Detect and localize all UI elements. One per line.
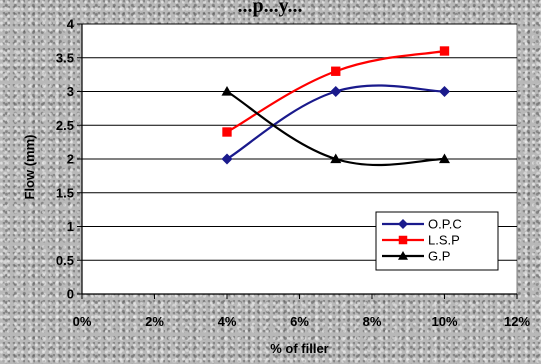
x-tick-label: 0% <box>73 314 92 329</box>
x-tick-labels: 0% 2% 4% 6% 8% 10% 12% <box>73 314 531 329</box>
x-tick-label: 10% <box>431 314 457 329</box>
data-point <box>439 86 450 97</box>
y-tick-label: 1.5 <box>56 185 74 200</box>
data-point <box>330 153 342 164</box>
legend: O.P.CL.S.PG.P <box>375 211 499 271</box>
legend-marker <box>398 235 408 245</box>
series-l-s-p <box>222 46 450 137</box>
y-axis-label: Flow (mm) <box>22 135 37 200</box>
legend-item: O.P.C <box>382 217 462 232</box>
y-tick-label: 3 <box>67 84 74 99</box>
y-tick-label: 2 <box>67 152 74 167</box>
y-tick-label: 0 <box>67 287 74 302</box>
series <box>221 46 450 167</box>
legend-label: O.P.C <box>428 217 462 232</box>
y-tick-label: 3.5 <box>56 50 74 65</box>
x-tick-label: 4% <box>218 314 237 329</box>
chart-title: ...p...y... <box>237 0 302 17</box>
axes <box>81 24 518 299</box>
legend-item: L.S.P <box>382 233 460 248</box>
x-axis-label: % of filler <box>270 341 329 356</box>
legend-label: G.P <box>428 249 450 264</box>
y-tick-label: 0.5 <box>56 253 74 268</box>
x-tick-label: 8% <box>363 314 382 329</box>
data-point <box>221 153 233 165</box>
data-point <box>330 86 342 97</box>
legend-marker <box>398 219 408 229</box>
x-tick-label: 12% <box>504 314 530 329</box>
y-tick-label: 2.5 <box>56 118 74 133</box>
data-point <box>439 153 450 164</box>
data-point <box>331 66 341 76</box>
y-tick-label: 1 <box>67 219 74 234</box>
data-point <box>439 46 450 56</box>
y-tick-label: 4 <box>67 17 75 32</box>
x-tick-label: 6% <box>290 314 309 329</box>
legend-item: G.P <box>382 249 450 264</box>
data-point <box>222 127 232 137</box>
y-tick-labels: 0 0.5 1 1.5 2 2.5 3 3.5 4 <box>56 17 75 302</box>
series-g-p <box>221 86 450 167</box>
series-o-p-c <box>221 84 450 165</box>
legend-label: L.S.P <box>428 233 460 248</box>
data-point <box>221 86 233 96</box>
legend-marker <box>398 251 408 260</box>
x-tick-label: 2% <box>145 314 164 329</box>
